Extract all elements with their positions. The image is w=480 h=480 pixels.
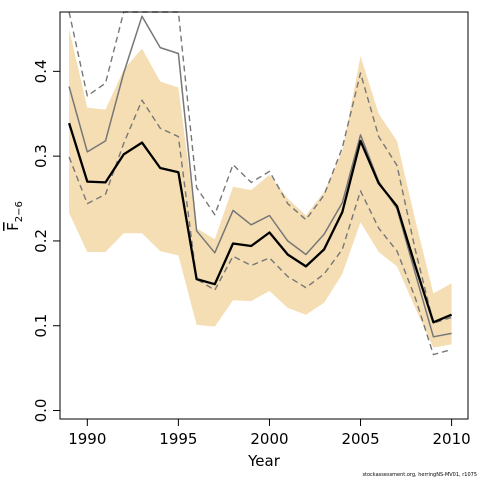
- plot-frame: [59, 11, 469, 420]
- x-tick-label-2000: 2000: [250, 430, 288, 448]
- plot-area: [68, 11, 453, 356]
- svg-text:F2−6: F2−6: [4, 201, 25, 231]
- x-tick-label-1990: 1990: [68, 430, 106, 448]
- estimate-line: [68, 122, 453, 324]
- confidence-bands: [69, 29, 452, 348]
- y-tick-label-2: 0.2: [32, 229, 50, 253]
- y-tick-label-1: 0.1: [32, 314, 50, 338]
- y-axis-title-main: F: [4, 222, 22, 231]
- y-tick-label-4: 0.4: [32, 59, 50, 83]
- x-axis: 1990 1995 2000 2005 2010: [68, 419, 471, 448]
- y-tick-label-0: 0.0: [32, 399, 50, 423]
- y-axis-title: F2−6: [4, 201, 25, 231]
- x-tick-label-1995: 1995: [159, 430, 197, 448]
- x-tick-label-2010: 2010: [433, 430, 471, 448]
- footnote: stockassessment.org, herringNS-MV01, r10…: [362, 472, 477, 478]
- confidence-band: [69, 29, 452, 348]
- y-axis: 0.0 0.1 0.2 0.3 0.4: [32, 59, 60, 422]
- y-axis-title-sub: 2−6: [14, 201, 25, 222]
- x-axis-title: Year: [247, 452, 281, 470]
- y-tick-label-3: 0.3: [32, 144, 50, 168]
- x-tick-label-2005: 2005: [341, 430, 379, 448]
